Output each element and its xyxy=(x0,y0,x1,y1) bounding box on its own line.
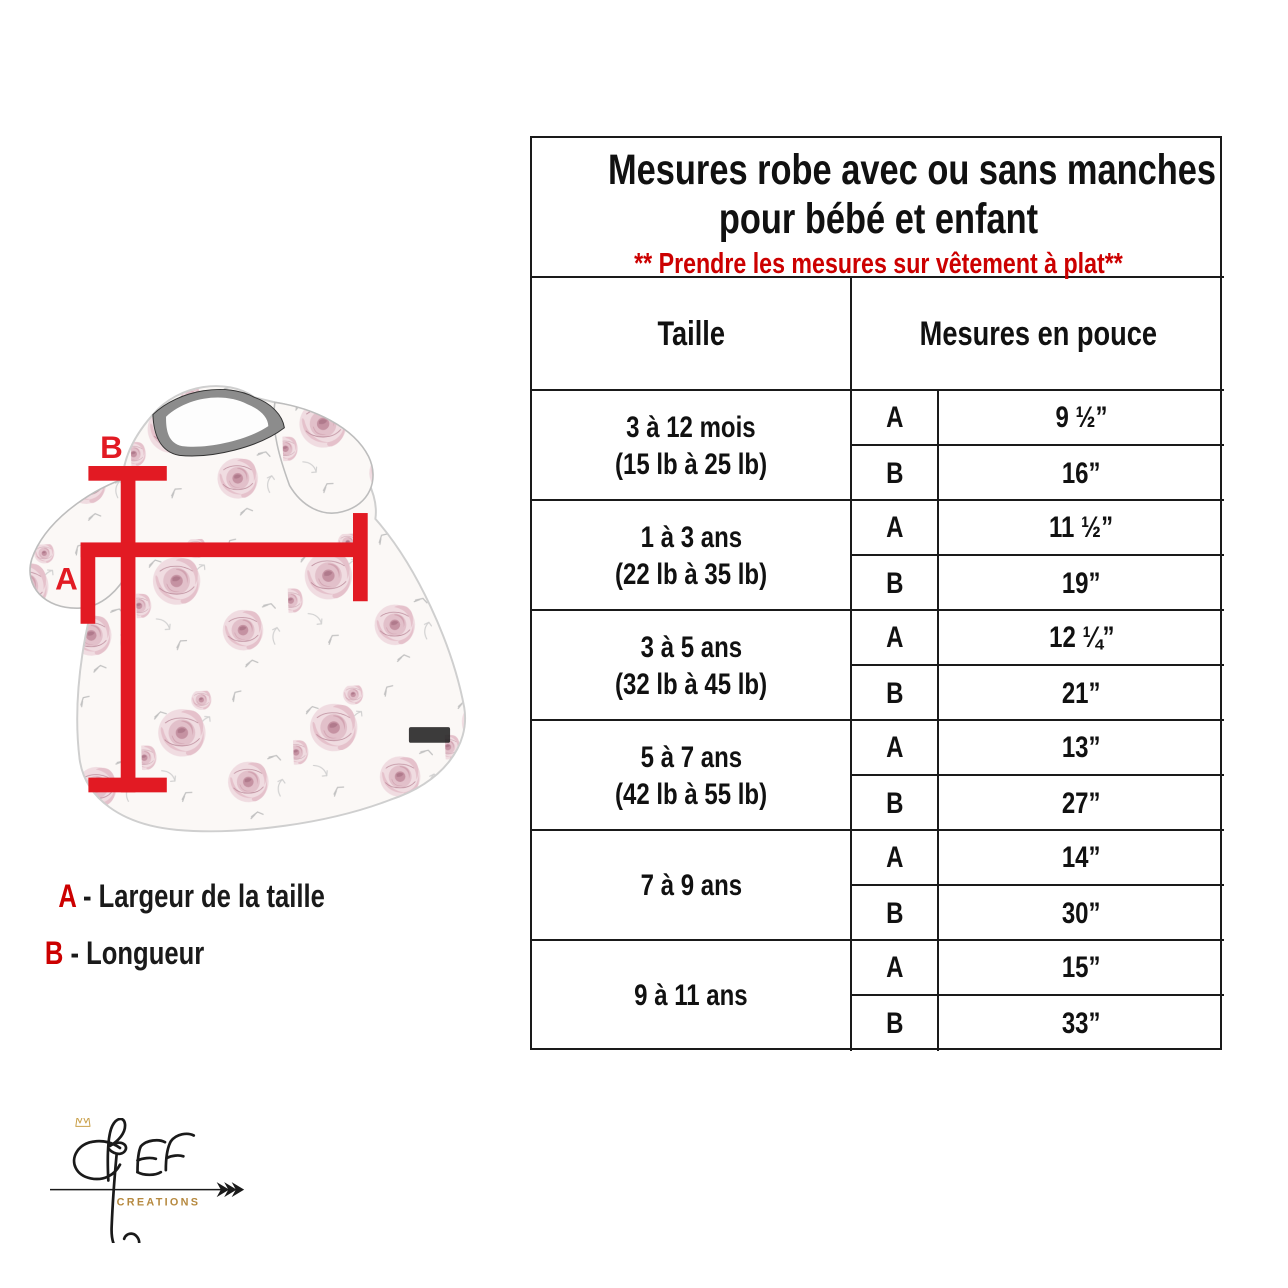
svg-text:B: B xyxy=(100,430,123,465)
svg-text:A: A xyxy=(55,561,78,596)
svg-text:CREATIONS: CREATIONS xyxy=(117,1197,201,1209)
